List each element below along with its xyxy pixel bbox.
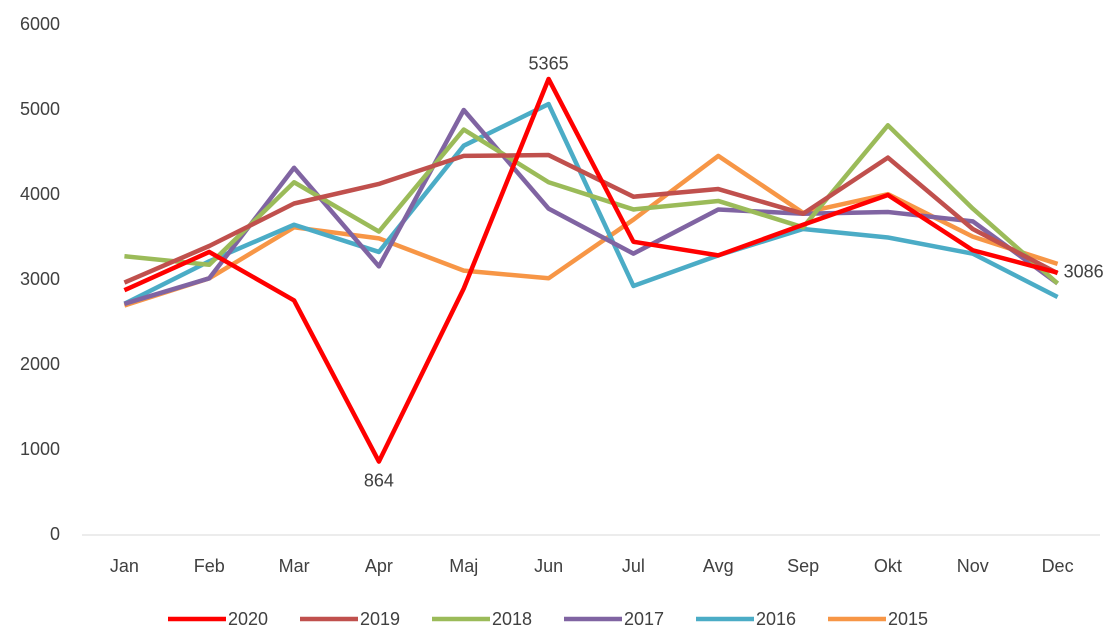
x-tick-label: Jul — [622, 556, 645, 576]
x-tick-label: Maj — [449, 556, 478, 576]
legend-label: 2019 — [360, 609, 400, 629]
legend-label: 2017 — [624, 609, 664, 629]
x-tick-label: Avg — [703, 556, 734, 576]
x-tick-label: Nov — [957, 556, 989, 576]
legend-label: 2018 — [492, 609, 532, 629]
series-line — [123, 152, 1059, 285]
y-tick-label: 1000 — [20, 439, 60, 459]
series-line — [123, 153, 1059, 308]
y-tick-label: 2000 — [20, 354, 60, 374]
x-tick-label: Mar — [279, 556, 310, 576]
y-tick-label: 3000 — [20, 269, 60, 289]
x-tick-label: Feb — [194, 556, 225, 576]
x-tick-label: Sep — [787, 556, 819, 576]
legend-label: 2020 — [228, 609, 268, 629]
data-label: 5365 — [529, 54, 569, 74]
y-tick-label: 6000 — [20, 14, 60, 34]
x-tick-label: Apr — [365, 556, 393, 576]
y-tick-label: 5000 — [20, 99, 60, 119]
x-tick-label: Dec — [1042, 556, 1074, 576]
data-label: 864 — [364, 470, 394, 490]
series-line — [123, 107, 1059, 306]
x-tick-label: Okt — [874, 556, 902, 576]
y-tick-label: 4000 — [20, 184, 60, 204]
data-label: 3086 — [1064, 261, 1104, 281]
y-tick-label: 0 — [50, 524, 60, 544]
series-line — [124, 123, 1060, 286]
x-tick-label: Jan — [110, 556, 139, 576]
x-tick-label: Jun — [534, 556, 563, 576]
legend-label: 2015 — [888, 609, 928, 629]
series-line — [123, 76, 1059, 464]
legend-label: 2016 — [756, 609, 796, 629]
